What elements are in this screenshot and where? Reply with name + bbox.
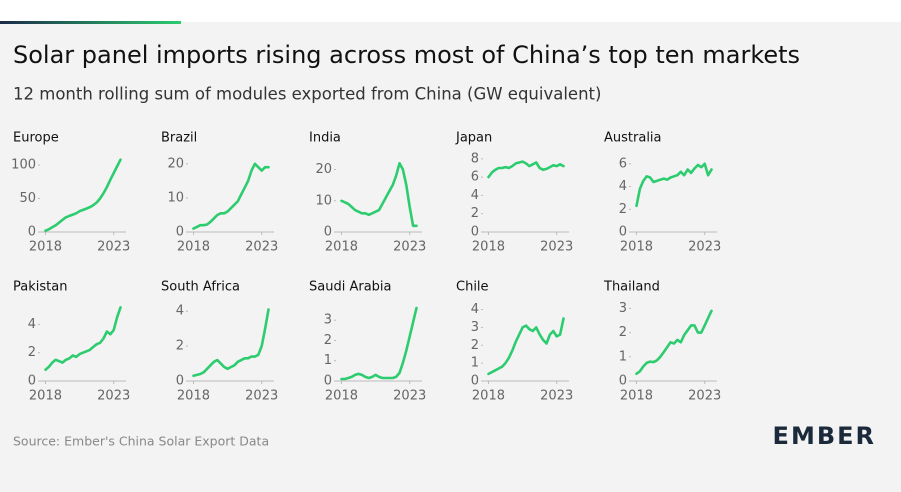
y-tick-label: 0 [324, 374, 332, 389]
logo: EMBER [773, 422, 876, 450]
y-tick-label: 100 [11, 158, 36, 173]
data-line [487, 317, 565, 376]
panel-title: Australia [604, 131, 662, 146]
y-tick-label: 2 [471, 206, 479, 221]
x-tick-label: 2018 [177, 389, 210, 404]
data-line [635, 309, 713, 375]
panel-title: India [309, 131, 341, 146]
y-tick-label: 20 [315, 162, 332, 177]
x-tick-label: 2018 [472, 389, 505, 404]
x-tick-label: 2018 [177, 240, 210, 255]
x-tick-label: 2023 [245, 389, 278, 404]
y-tick-label: 2 [324, 333, 332, 348]
x-tick-label: 2023 [393, 389, 426, 404]
x-tick-label: 2023 [393, 240, 426, 255]
accent-bar [0, 21, 181, 24]
panel-title: Europe [13, 131, 59, 146]
data-line [192, 308, 270, 378]
panel-title: South Africa [161, 280, 240, 295]
y-tick-label: 6 [471, 170, 479, 185]
y-tick-label: 2 [28, 345, 36, 360]
y-tick-label: 8 [471, 151, 479, 166]
data-line [192, 162, 270, 230]
y-tick-label: 4 [176, 304, 184, 319]
y-tick-label: 1 [471, 356, 479, 371]
y-tick-label: 0 [471, 374, 479, 389]
y-tick-label: 0 [28, 374, 36, 389]
y-tick-label: 0 [176, 374, 184, 389]
title: Solar panel imports rising across most o… [13, 41, 800, 69]
subtitle: 12 month rolling sum of modules exported… [13, 85, 601, 104]
x-tick-label: 2018 [620, 240, 653, 255]
x-tick-label: 2023 [245, 240, 278, 255]
y-tick-label: 50 [19, 191, 36, 206]
y-tick-label: 0 [176, 225, 184, 240]
y-tick-label: 10 [315, 193, 332, 208]
x-tick-label: 2018 [620, 389, 653, 404]
y-tick-label: 3 [471, 320, 479, 335]
data-line [340, 162, 418, 228]
y-tick-label: 4 [28, 317, 36, 332]
y-tick-label: 0 [324, 225, 332, 240]
x-tick-label: 2018 [29, 240, 62, 255]
x-tick-label: 2018 [325, 389, 358, 404]
panel-title: Saudi Arabia [309, 280, 392, 295]
x-tick-label: 2023 [688, 240, 721, 255]
y-tick-label: 4 [471, 302, 479, 317]
y-tick-label: 6 [619, 156, 627, 171]
y-tick-label: 0 [471, 225, 479, 240]
y-tick-label: 2 [471, 338, 479, 353]
panel-title: Chile [456, 280, 489, 295]
y-tick-label: 0 [619, 225, 627, 240]
x-tick-label: 2018 [325, 240, 358, 255]
x-tick-label: 2023 [97, 240, 130, 255]
y-tick-label: 2 [176, 339, 184, 354]
y-tick-label: 1 [619, 349, 627, 364]
data-line [44, 158, 122, 232]
y-tick-label: 20 [167, 156, 184, 171]
y-tick-label: 3 [324, 313, 332, 328]
y-tick-label: 2 [619, 325, 627, 340]
x-tick-label: 2023 [540, 389, 573, 404]
y-tick-label: 0 [28, 225, 36, 240]
y-tick-label: 0 [619, 374, 627, 389]
panel-title: Japan [455, 131, 492, 146]
x-tick-label: 2018 [29, 389, 62, 404]
x-tick-label: 2023 [688, 389, 721, 404]
y-tick-label: 2 [619, 202, 627, 217]
data-line [340, 306, 418, 381]
data-line [44, 306, 122, 371]
data-line [635, 162, 713, 208]
source: Source: Ember's China Solar Export Data [13, 434, 269, 449]
y-tick-label: 10 [167, 190, 184, 205]
x-tick-label: 2023 [97, 389, 130, 404]
y-tick-label: 3 [619, 301, 627, 316]
data-line [487, 160, 565, 179]
x-tick-label: 2018 [472, 240, 505, 255]
panel-title: Brazil [161, 131, 197, 146]
y-tick-label: 1 [324, 353, 332, 368]
top-strip [0, 0, 901, 22]
panel-title: Pakistan [13, 280, 67, 295]
y-tick-label: 4 [619, 179, 627, 194]
x-tick-label: 2023 [540, 240, 573, 255]
y-tick-label: 4 [471, 188, 479, 203]
panel-title: Thailand [603, 280, 660, 295]
